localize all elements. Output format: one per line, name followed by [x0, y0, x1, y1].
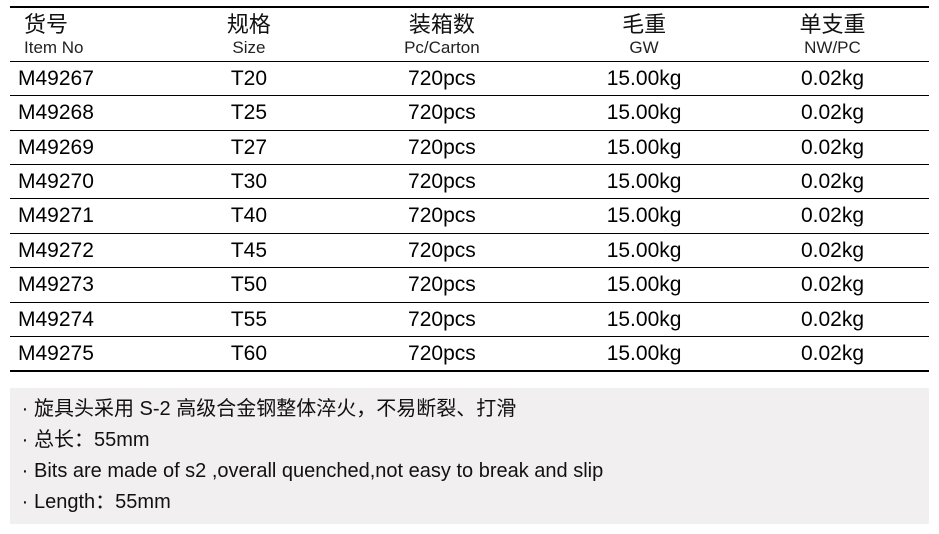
table-cell: 0.02kg: [736, 199, 929, 233]
table-cell: T20: [166, 62, 331, 96]
table-cell: M49273: [10, 268, 166, 302]
table-cell: T60: [166, 336, 331, 371]
table-cell: T55: [166, 302, 331, 336]
spec-sheet: 货号 Item No 规格 Size 装箱数 Pc/Carton 毛重 GW 单…: [0, 0, 939, 534]
table-cell: 0.02kg: [736, 164, 929, 198]
bullet-icon: ·: [16, 487, 34, 518]
col-header-item-no: 货号 Item No: [10, 7, 166, 61]
table-cell: T50: [166, 268, 331, 302]
table-cell: M49272: [10, 233, 166, 267]
table-cell: T25: [166, 96, 331, 130]
note-line: ·Length：55mm: [16, 487, 925, 518]
table-cell: 0.02kg: [736, 233, 929, 267]
table-cell: M49275: [10, 336, 166, 371]
col-header-gw: 毛重 GW: [552, 7, 736, 61]
notes-panel: ·旋具头采用 S-2 高级合金钢整体淬火，不易断裂、打滑·总长：55mm·Bit…: [10, 388, 929, 524]
col-header-cn: 装箱数: [332, 12, 553, 38]
table-cell: 720pcs: [332, 302, 553, 336]
table-cell: 0.02kg: [736, 336, 929, 371]
table-row: M49272T45720pcs15.00kg0.02kg: [10, 233, 929, 267]
bullet-icon: ·: [16, 394, 34, 425]
table-cell: T27: [166, 130, 331, 164]
table-cell: 720pcs: [332, 233, 553, 267]
table-cell: 0.02kg: [736, 130, 929, 164]
bullet-icon: ·: [16, 456, 34, 487]
table-cell: 15.00kg: [552, 96, 736, 130]
table-row: M49273T50720pcs15.00kg0.02kg: [10, 268, 929, 302]
col-header-en: Item No: [10, 38, 166, 58]
table-row: M49270T30720pcs15.00kg0.02kg: [10, 164, 929, 198]
table-cell: 0.02kg: [736, 302, 929, 336]
col-header-en: NW/PC: [736, 38, 929, 58]
table-cell: 15.00kg: [552, 130, 736, 164]
col-header-en: Pc/Carton: [332, 38, 553, 58]
table-cell: 15.00kg: [552, 268, 736, 302]
note-line: ·旋具头采用 S-2 高级合金钢整体淬火，不易断裂、打滑: [16, 394, 925, 425]
col-header-en: GW: [552, 38, 736, 58]
col-header-cn: 规格: [166, 12, 331, 38]
table-header: 货号 Item No 规格 Size 装箱数 Pc/Carton 毛重 GW 单…: [10, 7, 929, 62]
table-row: M49268T25720pcs15.00kg0.02kg: [10, 96, 929, 130]
note-text: 旋具头采用 S-2 高级合金钢整体淬火，不易断裂、打滑: [34, 398, 516, 420]
table-cell: 15.00kg: [552, 62, 736, 96]
table-row: M49269T27720pcs15.00kg0.02kg: [10, 130, 929, 164]
col-header-en: Size: [166, 38, 331, 58]
col-header-cn: 单支重: [736, 12, 929, 38]
col-header-nw-pc: 单支重 NW/PC: [736, 7, 929, 61]
bullet-icon: ·: [16, 425, 34, 456]
col-header-cn: 毛重: [552, 12, 736, 38]
table-cell: 15.00kg: [552, 164, 736, 198]
table-cell: 720pcs: [332, 164, 553, 198]
table-cell: 720pcs: [332, 62, 553, 96]
table-body: M49267T20720pcs15.00kg0.02kgM49268T25720…: [10, 62, 929, 372]
spec-table: 货号 Item No 规格 Size 装箱数 Pc/Carton 毛重 GW 单…: [10, 6, 929, 372]
table-row: M49271T40720pcs15.00kg0.02kg: [10, 199, 929, 233]
col-header-pc-carton: 装箱数 Pc/Carton: [332, 7, 553, 61]
table-cell: 15.00kg: [552, 233, 736, 267]
table-row: M49267T20720pcs15.00kg0.02kg: [10, 62, 929, 96]
note-text: 总长：55mm: [34, 429, 150, 451]
table-cell: 15.00kg: [552, 302, 736, 336]
table-cell: 0.02kg: [736, 96, 929, 130]
table-cell: M49270: [10, 164, 166, 198]
note-text: Length：55mm: [34, 491, 171, 513]
col-header-cn: 货号: [10, 12, 166, 38]
table-cell: 0.02kg: [736, 62, 929, 96]
note-line: ·Bits are made of s2 ,overall quenched,n…: [16, 456, 925, 487]
table-row: M49275T60720pcs15.00kg0.02kg: [10, 336, 929, 371]
table-cell: 720pcs: [332, 130, 553, 164]
table-cell: 0.02kg: [736, 268, 929, 302]
table-cell: 720pcs: [332, 96, 553, 130]
table-cell: T45: [166, 233, 331, 267]
note-text: Bits are made of s2 ,overall quenched,no…: [34, 460, 603, 482]
table-cell: M49268: [10, 96, 166, 130]
table-cell: M49267: [10, 62, 166, 96]
col-header-size: 规格 Size: [166, 7, 331, 61]
note-line: ·总长：55mm: [16, 425, 925, 456]
table-cell: M49269: [10, 130, 166, 164]
table-cell: T40: [166, 199, 331, 233]
table-cell: M49271: [10, 199, 166, 233]
table-cell: 15.00kg: [552, 199, 736, 233]
table-cell: 720pcs: [332, 268, 553, 302]
table-cell: 720pcs: [332, 199, 553, 233]
table-row: M49274T55720pcs15.00kg0.02kg: [10, 302, 929, 336]
table-cell: T30: [166, 164, 331, 198]
table-cell: 15.00kg: [552, 336, 736, 371]
table-cell: M49274: [10, 302, 166, 336]
table-cell: 720pcs: [332, 336, 553, 371]
